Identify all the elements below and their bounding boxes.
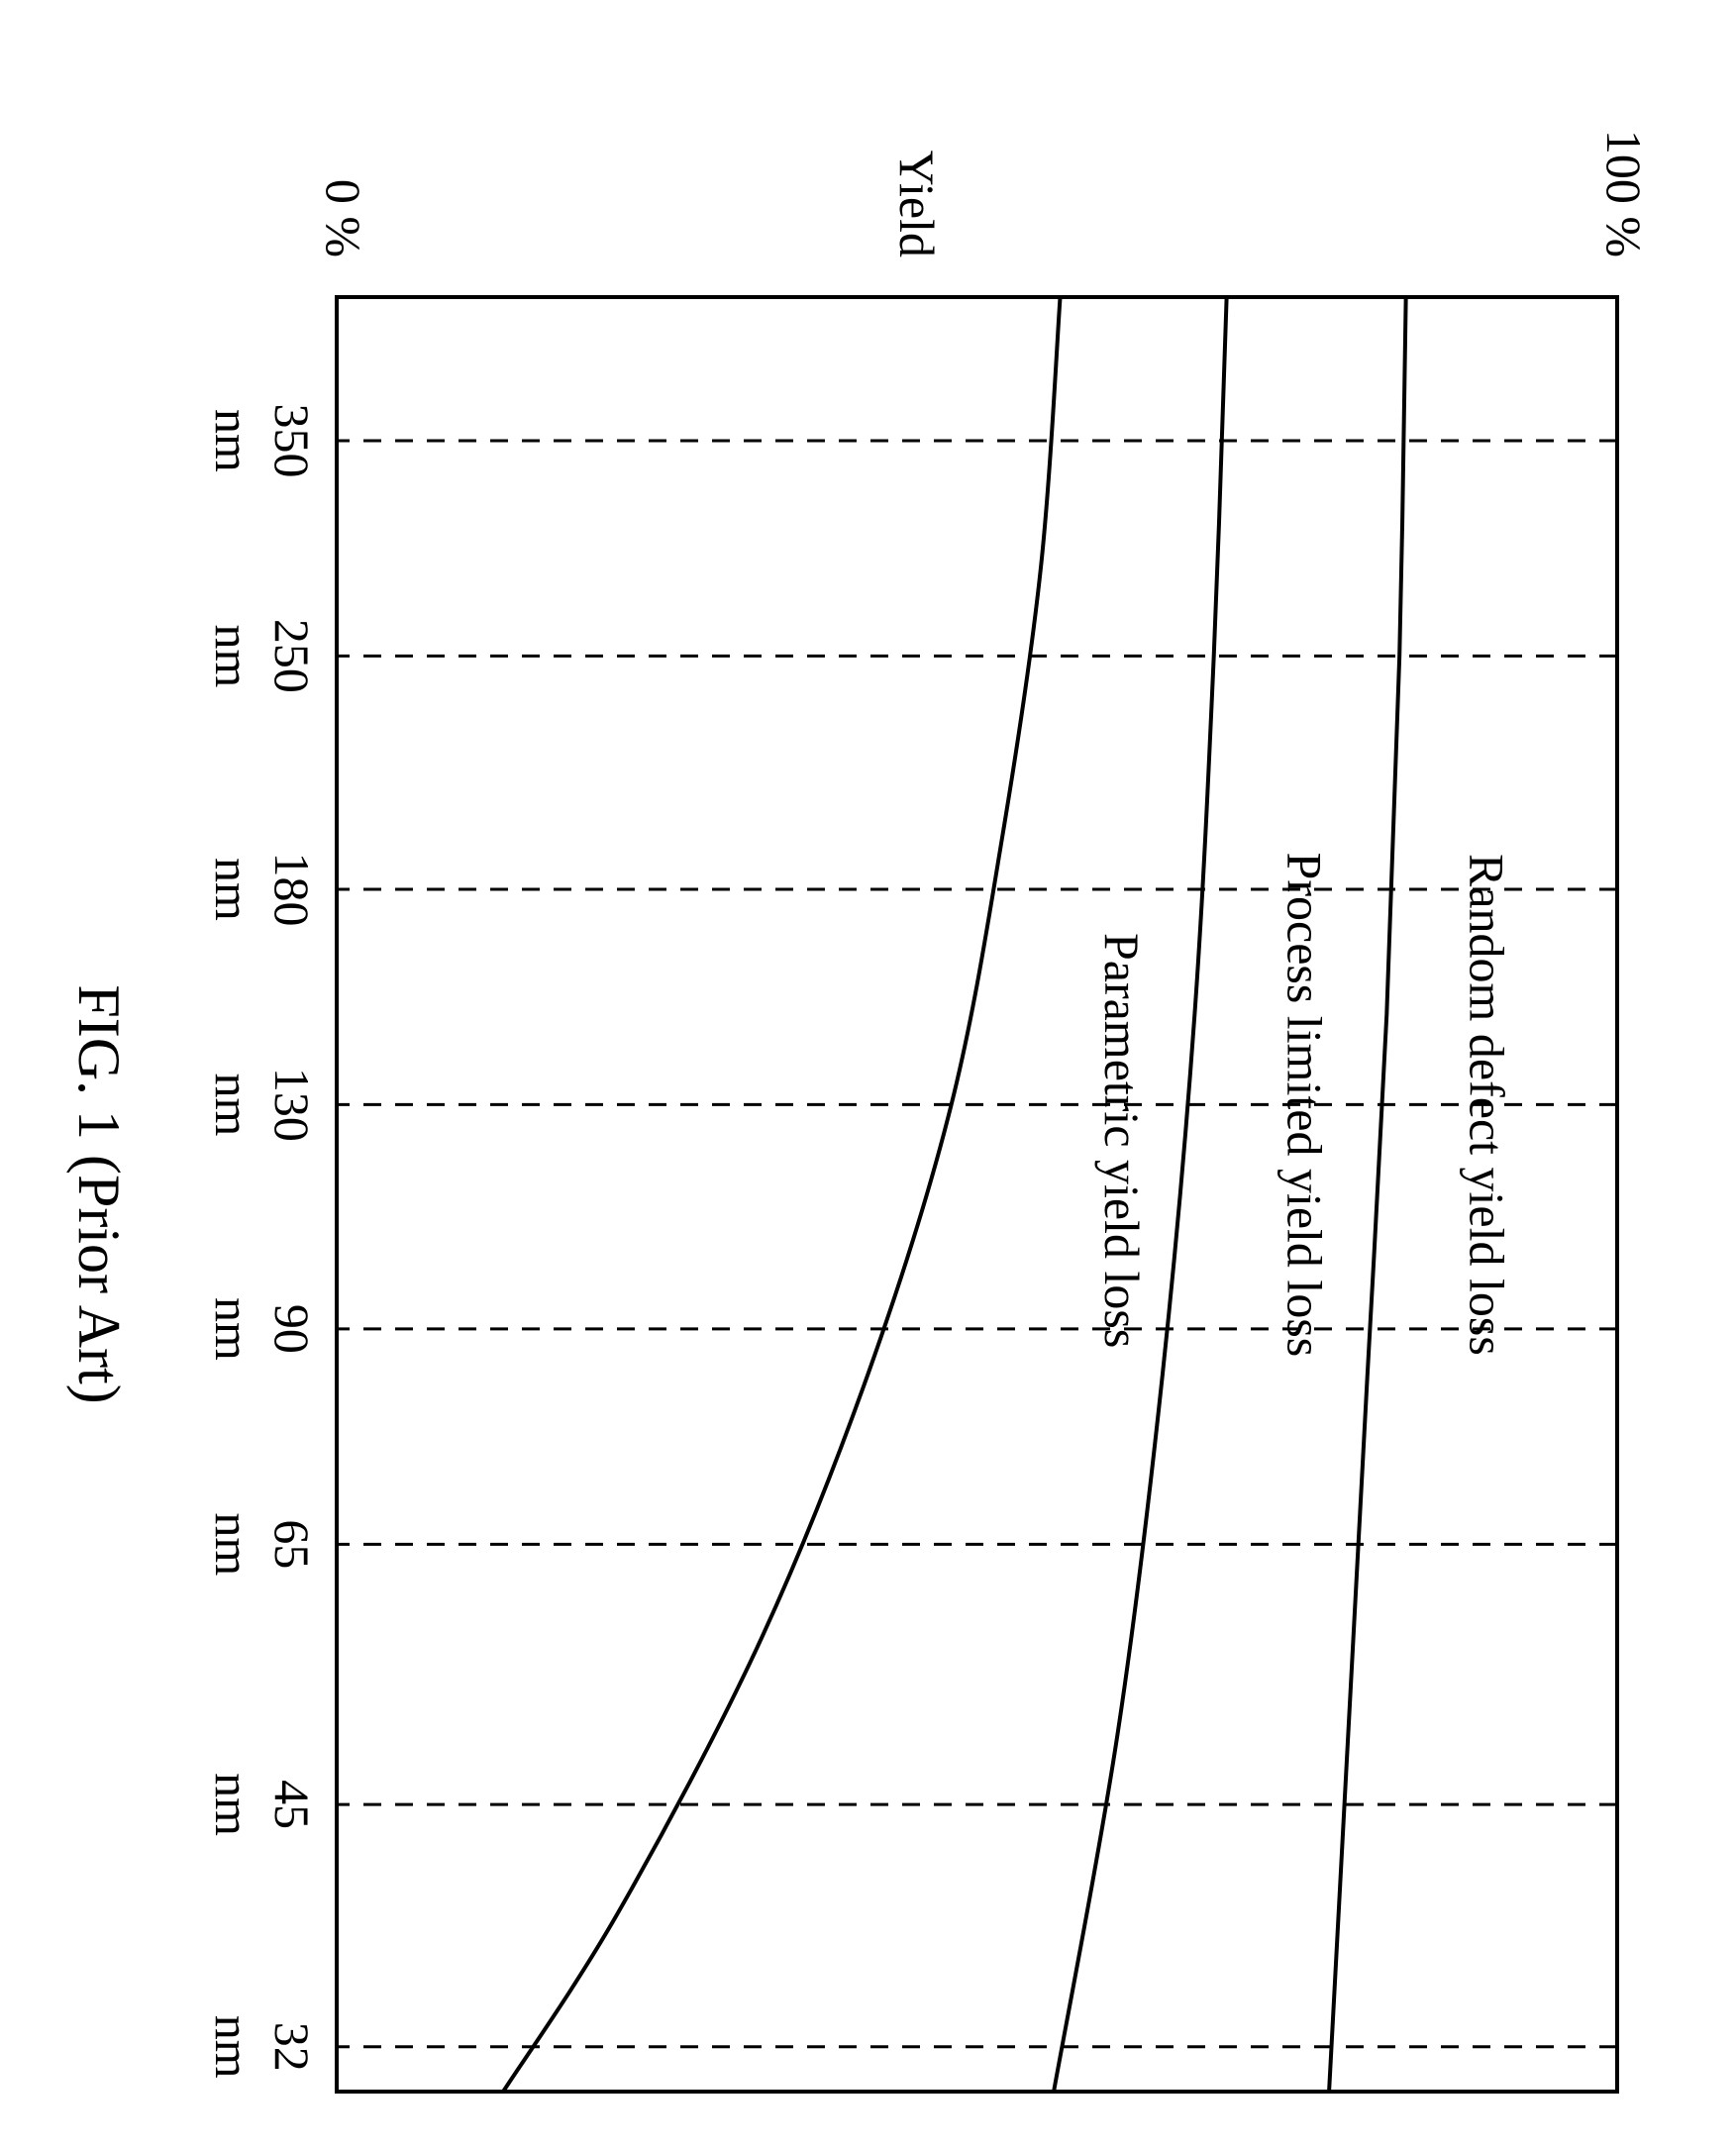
- x-tick-unit: nm: [205, 1512, 260, 1576]
- y-max-label: 100 %: [1596, 130, 1652, 257]
- x-tick-value: 90: [264, 1304, 320, 1354]
- x-tick-unit: nm: [205, 1297, 260, 1361]
- yield-chart: Random defect yield loss Process limited …: [0, 0, 1736, 2151]
- x-tick-value: 350: [264, 403, 320, 477]
- x-tick-unit: nm: [205, 2015, 260, 2079]
- series-label-0: Random defect yield loss: [1459, 854, 1514, 1356]
- x-tick-unit: nm: [205, 1773, 260, 1836]
- series-label-2: Parametric yield loss: [1094, 933, 1150, 1348]
- x-tick-unit: nm: [205, 409, 260, 472]
- figure-caption: FIG. 1 (Prior Art): [66, 984, 132, 1403]
- x-tick-unit: nm: [205, 858, 260, 921]
- series-label-1: Process limited yield loss: [1277, 853, 1333, 1358]
- x-tick-value: 32: [264, 2022, 320, 2072]
- x-tick-value: 180: [264, 852, 320, 926]
- x-tick-unit: nm: [205, 624, 260, 687]
- x-tick-value: 250: [264, 619, 320, 693]
- x-tick-value: 65: [264, 1519, 320, 1569]
- x-tick-unit: nm: [205, 1073, 260, 1136]
- y-min-label: 0 %: [316, 179, 371, 257]
- y-axis-label: Yield: [889, 151, 945, 257]
- figure-page: Random defect yield loss Process limited …: [0, 0, 1736, 2151]
- x-tick-value: 45: [264, 1780, 320, 1829]
- x-tick-value: 130: [264, 1068, 320, 1142]
